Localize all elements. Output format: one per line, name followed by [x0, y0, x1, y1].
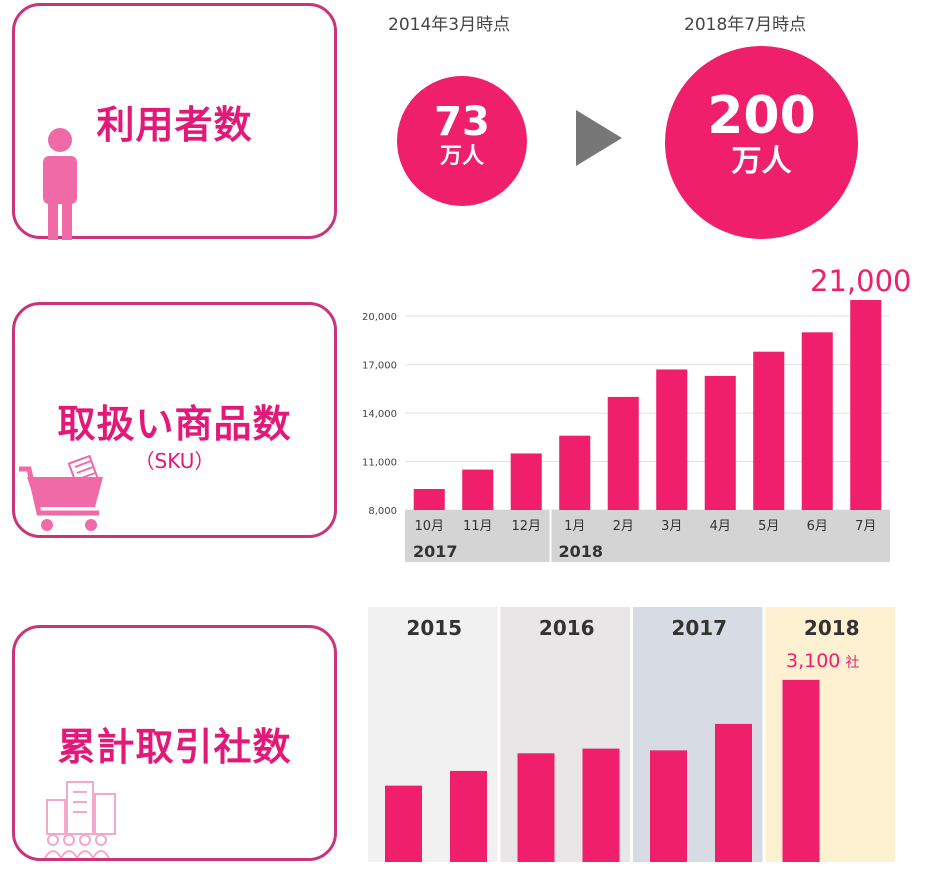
x-tick-label: 5月	[758, 519, 779, 534]
after-users-value: 200	[707, 86, 816, 146]
x-tick-label: 4月	[710, 519, 731, 534]
bar	[704, 375, 736, 510]
year-label: 2018	[804, 616, 860, 640]
year-label: 2017	[671, 616, 727, 640]
x-tick-label: 6月	[807, 519, 828, 534]
y-tick-label: 8,000	[368, 506, 397, 517]
x-tick-label: 1月	[564, 519, 585, 534]
x-axis-band	[405, 510, 890, 562]
bar	[801, 332, 833, 510]
products-title: 取扱い商品数	[57, 402, 292, 446]
products-card: 取扱い商品数 （SKU）	[12, 302, 337, 538]
sku-bar-chart: 8,000 11,000 14,000 17,000 20,000 2017 2018 10月…	[362, 300, 890, 562]
bar	[582, 748, 620, 862]
x-tick-label: 7月	[855, 519, 876, 534]
after-users-unit: 万人	[731, 144, 792, 179]
companies-card: 累計取引社数	[12, 625, 337, 861]
bar	[450, 770, 487, 862]
bar	[782, 679, 820, 862]
x-tick-label: 3月	[661, 519, 682, 534]
bar	[510, 453, 542, 510]
bar	[385, 785, 422, 862]
before-date: 2014年3月時点	[388, 15, 511, 35]
bar	[413, 489, 445, 510]
x-tick-label: 11月	[463, 519, 493, 534]
companies-highlight-value: 3,100	[786, 650, 841, 672]
companies-highlight-unit: 社	[845, 655, 860, 671]
products-subtitle: （SKU）	[134, 449, 215, 473]
year-label: 2016	[539, 616, 595, 640]
person-icon	[43, 128, 77, 240]
y-tick-label: 14,000	[362, 409, 397, 420]
group-label: 2017	[413, 542, 458, 561]
after-users-circle: 200 万人	[665, 46, 858, 239]
year-label: 2015	[406, 616, 462, 640]
bar	[715, 723, 752, 862]
before-users-circle: 73 万人	[397, 76, 527, 206]
users-title: 利用者数	[96, 103, 253, 147]
y-tick-label: 20,000	[362, 312, 397, 323]
shopping-cart-icon	[19, 455, 103, 531]
x-tick-label: 2月	[613, 519, 634, 534]
bar	[559, 435, 591, 510]
bar	[753, 351, 785, 510]
bar	[656, 369, 688, 510]
companies-highlight: 3,100 社	[786, 650, 860, 672]
companies-title: 累計取引社数	[57, 725, 292, 769]
before-users-value: 73	[434, 99, 490, 145]
after-date: 2018年7月時点	[684, 15, 807, 35]
bar	[517, 753, 555, 862]
bar	[607, 396, 639, 510]
x-tick-label: 12月	[511, 519, 541, 534]
before-users-unit: 万人	[439, 144, 484, 169]
arrow-right-icon	[576, 110, 622, 166]
bar	[850, 300, 882, 510]
y-tick-label: 17,000	[362, 361, 397, 372]
users-card: 利用者数	[12, 3, 337, 240]
y-tick-label: 11,000	[362, 458, 397, 469]
x-tick-label: 10月	[414, 519, 444, 534]
companies-bar-chart: 2015 2016 2017 2018	[368, 607, 895, 862]
buildings-crowd-icon	[44, 781, 116, 858]
group-label: 2018	[559, 542, 604, 561]
sku-highlight: 21,000	[810, 264, 912, 298]
bar	[462, 469, 494, 510]
bar	[650, 750, 687, 862]
